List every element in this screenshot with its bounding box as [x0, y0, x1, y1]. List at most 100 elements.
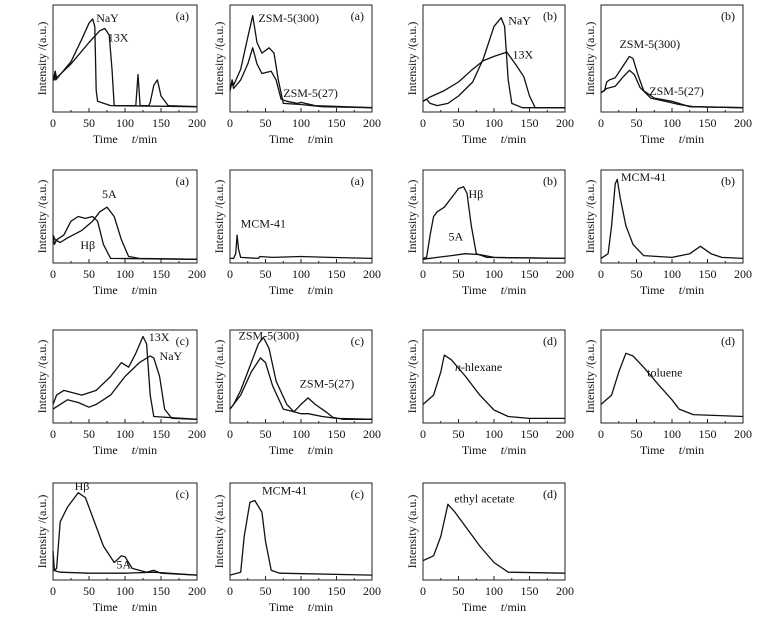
x-tick-label: 150 [521, 584, 539, 598]
x-tick-label: 100 [292, 427, 310, 441]
series-annotation: n-hlexane [455, 360, 502, 374]
series-line-h- [52, 215, 198, 260]
x-tick-label: 200 [363, 267, 381, 281]
panel-label: (a) [176, 174, 189, 188]
x-label-word: Time [93, 443, 118, 457]
series-line-5a [52, 206, 198, 260]
panel-label: (c) [351, 334, 364, 348]
y-axis-label: Intensity /(a.u.) [405, 22, 419, 96]
x-tick-label: 0 [227, 427, 233, 441]
x-tick-label: 150 [328, 267, 346, 281]
x-label-unit: /min [682, 443, 704, 457]
x-label-var: t [679, 283, 683, 297]
x-label-unit: /min [682, 283, 704, 297]
y-axis-label: Intensity /(a.u.) [583, 180, 597, 254]
series-annotation: 13X [149, 330, 170, 344]
x-tick-label: 0 [598, 116, 604, 130]
x-tick-label: 200 [556, 584, 574, 598]
panel-label: (c) [176, 487, 189, 501]
x-tick-label: 0 [420, 116, 426, 130]
x-tick-label: 0 [50, 427, 56, 441]
x-label-unit: /min [311, 443, 333, 457]
x-axis-label: Time t/min [462, 132, 526, 146]
x-axis-label: Time t/min [462, 443, 526, 457]
y-axis-label: Intensity /(a.u.) [35, 495, 49, 569]
x-tick-label: 50 [260, 267, 272, 281]
series-line-ethyl-acetate [422, 503, 566, 574]
y-axis-label: Intensity /(a.u.) [212, 22, 226, 96]
x-axis-label: Time t/min [93, 283, 157, 297]
series-line-nay [52, 355, 198, 420]
series-annotation: ZSM-5(27) [649, 84, 704, 98]
series-line-mcm-41 [230, 234, 373, 260]
panel-label: (b) [721, 9, 735, 23]
y-axis-label: Intensity /(a.u.) [35, 22, 49, 96]
x-label-var: t [679, 443, 683, 457]
x-tick-label: 0 [50, 584, 56, 598]
x-tick-label: 100 [485, 584, 503, 598]
x-tick-label: 150 [152, 427, 170, 441]
y-axis-label: Intensity /(a.u.) [405, 495, 419, 569]
series-line-mcm-41 [600, 178, 744, 260]
x-axis-label: Time t/min [269, 132, 333, 146]
x-tick-label: 50 [631, 427, 643, 441]
x-tick-label: 150 [152, 267, 170, 281]
x-tick-label: 200 [188, 584, 206, 598]
x-label-var: t [308, 283, 312, 297]
series-annotation: Hβ [468, 187, 483, 201]
series-line-nay [422, 17, 565, 109]
x-tick-label: 100 [663, 116, 681, 130]
x-tick-label: 0 [420, 584, 426, 598]
x-tick-label: 100 [116, 427, 134, 441]
x-label-unit: /min [311, 132, 333, 146]
x-tick-label: 50 [83, 584, 95, 598]
panel-label: (d) [721, 334, 735, 348]
x-label-var: t [132, 443, 136, 457]
panel-label: (c) [351, 487, 364, 501]
x-label-unit: /min [682, 132, 704, 146]
x-tick-label: 50 [453, 427, 465, 441]
y-axis-label: Intensity /(a.u.) [212, 180, 226, 254]
x-tick-label: 100 [116, 116, 134, 130]
x-tick-label: 200 [734, 116, 752, 130]
series-line-5a [52, 569, 198, 576]
series-line-13x [422, 51, 565, 109]
y-axis-label: Intensity /(a.u.) [35, 340, 49, 414]
x-tick-label: 200 [734, 427, 752, 441]
x-label-word: Time [93, 600, 118, 614]
y-axis-label: Intensity /(a.u.) [212, 495, 226, 569]
x-tick-label: 150 [328, 584, 346, 598]
series-line-zsm-5-27- [229, 357, 372, 420]
series-annotation: NaY [160, 349, 183, 363]
y-axis-label: Intensity /(a.u.) [405, 180, 419, 254]
panel-label: (b) [543, 9, 557, 23]
series-annotation: MCM-41 [621, 170, 666, 184]
x-axis-label: Time t/min [269, 443, 333, 457]
x-label-unit: /min [311, 283, 333, 297]
x-label-word: Time [269, 132, 294, 146]
series-line-n-hlexane [422, 354, 565, 420]
x-tick-label: 200 [556, 427, 574, 441]
x-tick-label: 150 [521, 267, 539, 281]
y-axis-label: Intensity /(a.u.) [405, 340, 419, 414]
x-label-word: Time [640, 443, 665, 457]
x-tick-label: 150 [328, 427, 346, 441]
x-label-word: Time [93, 132, 118, 146]
x-label-unit: /min [135, 600, 157, 614]
x-tick-label: 150 [328, 116, 346, 130]
x-axis-label: Time t/min [269, 600, 333, 614]
x-tick-label: 150 [699, 267, 717, 281]
x-tick-label: 0 [227, 116, 233, 130]
x-label-var: t [308, 443, 312, 457]
series-annotation: ZSM-5(27) [300, 377, 355, 391]
y-axis-label: Intensity /(a.u.) [212, 340, 226, 414]
series-annotation: 5A [449, 230, 464, 244]
x-tick-label: 50 [83, 116, 95, 130]
series-annotation: ZSM-5(300) [258, 11, 319, 25]
